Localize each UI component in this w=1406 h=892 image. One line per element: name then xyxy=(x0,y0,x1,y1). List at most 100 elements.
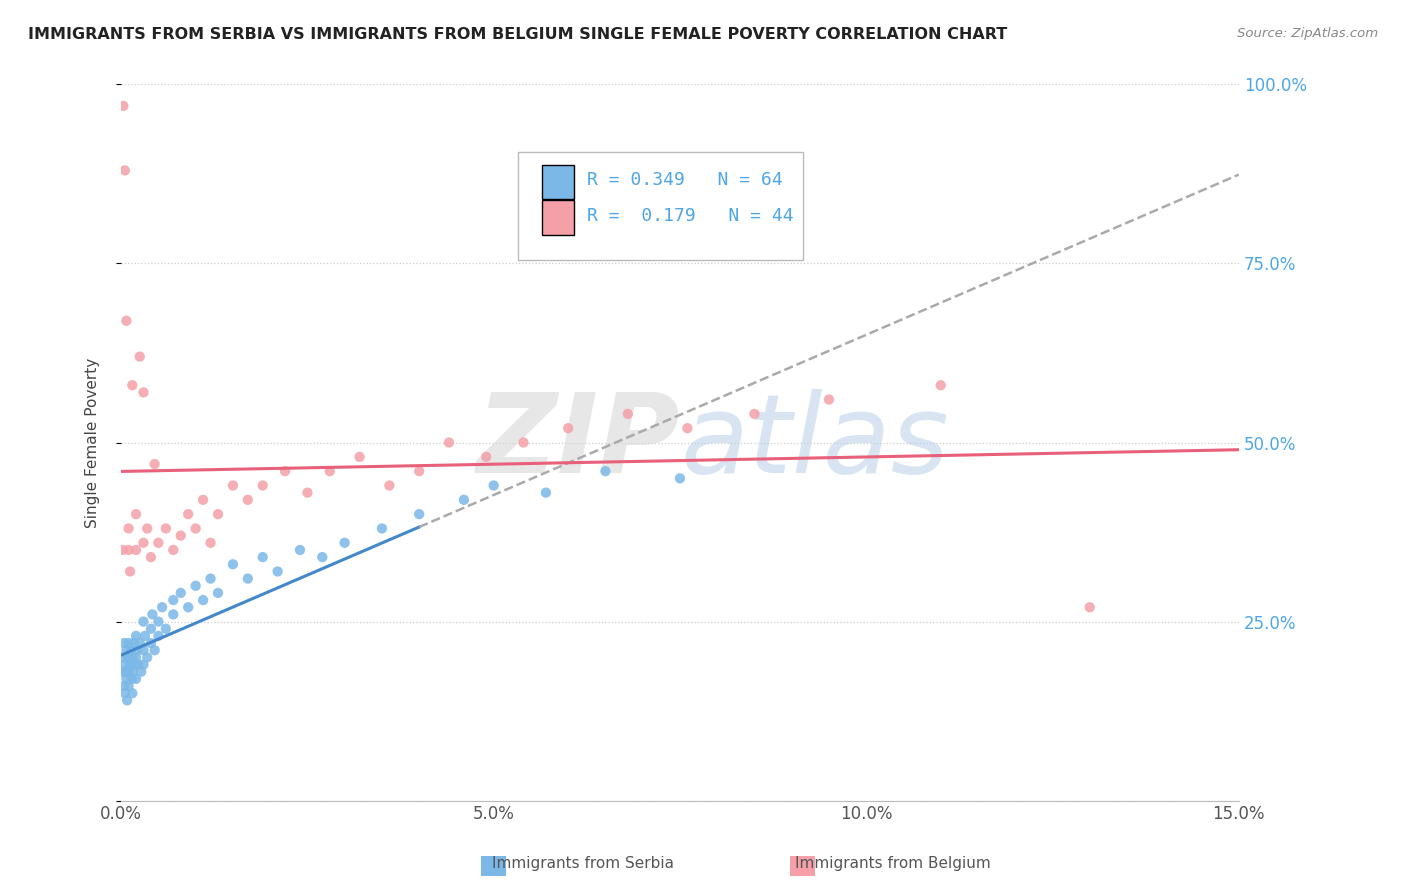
Text: atlas: atlas xyxy=(681,389,949,496)
Point xyxy=(114,163,136,178)
Point xyxy=(115,643,138,657)
Point xyxy=(114,686,136,700)
Point xyxy=(150,600,173,615)
Point xyxy=(120,565,142,579)
Point xyxy=(117,521,139,535)
Point xyxy=(136,650,159,665)
Point xyxy=(128,350,150,364)
Point xyxy=(266,565,288,579)
Point xyxy=(141,607,163,622)
Y-axis label: Single Female Poverty: Single Female Poverty xyxy=(86,358,100,528)
Point xyxy=(132,385,155,400)
Point xyxy=(132,536,155,550)
Point xyxy=(534,485,557,500)
Point xyxy=(191,593,214,607)
Point xyxy=(744,407,766,421)
Point xyxy=(139,636,162,650)
Point xyxy=(162,607,184,622)
Point xyxy=(236,572,259,586)
Point xyxy=(453,492,475,507)
Point xyxy=(557,421,579,435)
Point xyxy=(274,464,297,478)
Point xyxy=(112,679,135,693)
Point xyxy=(252,550,274,565)
Point xyxy=(125,629,148,643)
Point xyxy=(929,378,952,392)
Text: Immigrants from Belgium: Immigrants from Belgium xyxy=(794,856,991,871)
Point xyxy=(148,536,170,550)
Point xyxy=(132,615,155,629)
Point xyxy=(191,492,214,507)
Point xyxy=(124,657,146,672)
Point xyxy=(139,622,162,636)
Point xyxy=(475,450,498,464)
Text: R =  0.179   N = 44: R = 0.179 N = 44 xyxy=(588,207,794,225)
Point xyxy=(125,507,148,521)
Point xyxy=(148,629,170,643)
Point xyxy=(122,636,145,650)
Point xyxy=(129,665,152,679)
Point xyxy=(408,464,430,478)
Text: Immigrants from Serbia: Immigrants from Serbia xyxy=(492,856,675,871)
Point xyxy=(117,679,139,693)
Point xyxy=(252,478,274,492)
Point xyxy=(117,650,139,665)
Point xyxy=(617,407,640,421)
Text: Source: ZipAtlas.com: Source: ZipAtlas.com xyxy=(1237,27,1378,40)
Point xyxy=(121,672,143,686)
Point xyxy=(112,636,135,650)
Point xyxy=(162,593,184,607)
Point xyxy=(222,558,245,572)
Point xyxy=(512,435,534,450)
Text: R = 0.349   N = 64: R = 0.349 N = 64 xyxy=(588,171,783,189)
Point xyxy=(155,622,177,636)
Point xyxy=(122,665,145,679)
Text: ZIP: ZIP xyxy=(477,389,681,496)
Point xyxy=(595,464,617,478)
Point xyxy=(207,507,229,521)
Point xyxy=(117,665,139,679)
Point xyxy=(378,478,401,492)
Point xyxy=(125,650,148,665)
Point xyxy=(200,536,222,550)
Point xyxy=(132,657,155,672)
Point xyxy=(319,464,342,478)
Point xyxy=(115,693,138,707)
Point xyxy=(112,650,135,665)
Point xyxy=(676,421,699,435)
Point xyxy=(121,686,143,700)
Point xyxy=(134,629,156,643)
Text: IMMIGRANTS FROM SERBIA VS IMMIGRANTS FROM BELGIUM SINGLE FEMALE POVERTY CORRELAT: IMMIGRANTS FROM SERBIA VS IMMIGRANTS FRO… xyxy=(28,27,1007,42)
Point xyxy=(115,314,138,328)
Point xyxy=(139,550,162,565)
Point xyxy=(669,471,692,485)
Point xyxy=(222,478,245,492)
Point xyxy=(177,600,200,615)
Point xyxy=(125,672,148,686)
Point xyxy=(288,543,311,558)
Point xyxy=(136,521,159,535)
Point xyxy=(437,435,460,450)
Point xyxy=(114,657,136,672)
Point xyxy=(184,521,207,535)
Point xyxy=(143,457,166,471)
Point xyxy=(114,665,136,679)
Point xyxy=(155,521,177,535)
Point xyxy=(127,657,149,672)
FancyBboxPatch shape xyxy=(543,201,574,235)
Point xyxy=(132,643,155,657)
Point xyxy=(117,636,139,650)
Point xyxy=(111,543,134,558)
Point xyxy=(162,543,184,558)
Point xyxy=(482,478,505,492)
Point xyxy=(117,543,139,558)
Point xyxy=(1078,600,1101,615)
Point xyxy=(127,643,149,657)
Point xyxy=(371,521,394,535)
Point xyxy=(297,485,319,500)
Point xyxy=(818,392,841,407)
Point xyxy=(177,507,200,521)
Point xyxy=(333,536,356,550)
Point xyxy=(143,643,166,657)
Point xyxy=(111,665,134,679)
